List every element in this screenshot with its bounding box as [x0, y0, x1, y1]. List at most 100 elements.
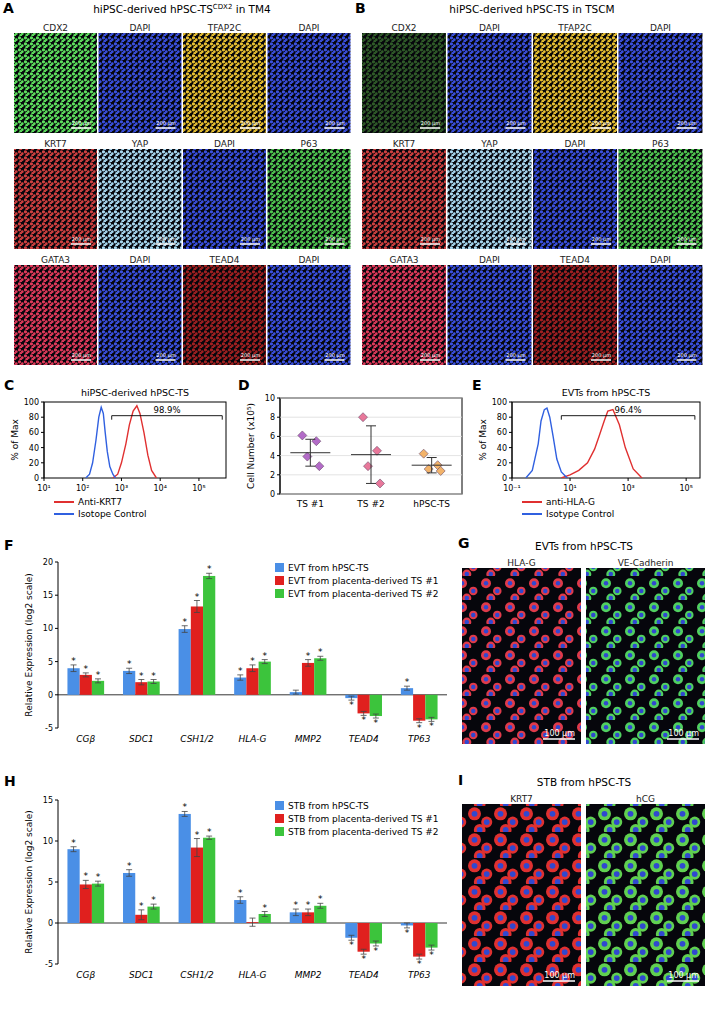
legend-label: anti-HLA-G [546, 497, 595, 507]
y-tick [277, 474, 280, 475]
stain-label: TEAD4 [559, 255, 590, 265]
x-tick-label: TS #1 [296, 499, 324, 509]
bar [80, 675, 92, 695]
stain-label: CDX2 [391, 23, 416, 33]
histogram-curve [561, 410, 642, 478]
scale-bar-label: 200 µm [592, 352, 611, 359]
bar [370, 923, 382, 944]
significance-mark: * [262, 903, 267, 913]
bar [67, 668, 79, 695]
scale-bar [156, 127, 176, 129]
stain-label: YAP [480, 139, 498, 149]
panel-letter: G [458, 535, 470, 551]
significance-mark: * [429, 950, 434, 960]
scale-bar [325, 359, 345, 361]
x-tick-label: TEAD4 [349, 970, 379, 980]
micrograph [586, 568, 705, 744]
micrograph [462, 804, 581, 986]
plot-frame [280, 398, 462, 494]
scale-bar [325, 243, 345, 245]
x-tick-label: CSH1/2 [180, 734, 214, 744]
micrograph [462, 568, 581, 744]
bar [413, 695, 425, 721]
data-point [298, 431, 307, 440]
y-tick [41, 402, 44, 403]
data-point [436, 466, 445, 475]
significance-mark: * [374, 946, 379, 956]
panel-title: EVTs from hPSC-TS [535, 540, 633, 552]
y-tick-label: 10 [43, 837, 53, 846]
plot-area [67, 573, 437, 722]
legend-label: STB from hPSC-TS [288, 801, 369, 811]
stain-label: TEAD4 [209, 255, 240, 265]
x-tick-label: TP63 [408, 970, 431, 980]
y-tick-label: 10 [43, 624, 53, 633]
panel-title: STB from hPSC-TS [537, 776, 632, 788]
x-tick-label: 10³ [621, 484, 634, 493]
significance-mark: * [262, 651, 267, 661]
y-tick [55, 728, 58, 729]
micrograph [268, 149, 351, 249]
x-tick [686, 478, 687, 481]
panel-letter: F [4, 537, 14, 553]
significance-mark: * [417, 959, 422, 969]
scale-bar-label: 200 µm [677, 120, 696, 127]
scale-bar-label: 200 µm [156, 120, 175, 127]
bar [123, 873, 135, 923]
plot-area [526, 408, 695, 478]
x-tick-label: MMP2 [295, 970, 322, 980]
y-tick [509, 462, 512, 463]
significance-mark: * [374, 718, 379, 728]
significance-mark: * [195, 830, 200, 840]
x-tick [628, 478, 629, 481]
y-tick-label: 60 [497, 428, 507, 437]
scale-bar-label: 100 µm [668, 729, 699, 738]
scale-bar [591, 243, 611, 245]
bar [191, 848, 203, 923]
scale-bar-label: 200 µm [72, 120, 91, 127]
panel-letter: C [4, 377, 14, 393]
y-tick-label: 100 [492, 398, 507, 407]
legend-label: EVT from placenta-derived TS #2 [288, 589, 438, 599]
scale-bar-label: 200 µm [677, 352, 696, 359]
micrograph [362, 265, 446, 365]
bar [191, 606, 203, 694]
micrograph [268, 33, 351, 133]
sd-bar [366, 426, 376, 484]
scale-bar-label: 200 µm [156, 236, 175, 243]
stain-label: DAPI [479, 23, 500, 33]
significance-mark: * [361, 715, 366, 725]
y-tick-label: 40 [497, 444, 507, 453]
y-tick [41, 432, 44, 433]
legend-swatch [275, 576, 284, 585]
legend-swatch [275, 563, 284, 572]
stain-label: KRT7 [44, 139, 67, 149]
x-tick-label: SDC1 [129, 970, 154, 980]
significance-mark: * [139, 671, 144, 681]
bar [123, 671, 135, 695]
error-bar [293, 690, 299, 694]
y-tick-label: 80 [29, 413, 39, 422]
scale-bar-label: 200 µm [506, 120, 525, 127]
micrograph [14, 149, 97, 249]
micrograph [619, 33, 703, 133]
panel-letter: I [458, 772, 463, 788]
y-tick-label: -5 [45, 960, 53, 969]
micrograph [533, 33, 617, 133]
x-tick-label: 10⁴ [154, 484, 167, 493]
significance-mark: * [294, 900, 299, 910]
scale-bar-label: 200 µm [325, 352, 344, 359]
y-tick-label: 0 [48, 919, 53, 928]
significance-mark: * [195, 592, 200, 602]
stain-label: GATA3 [389, 255, 418, 265]
x-tick-label: 10² [76, 484, 89, 493]
x-tick [512, 478, 513, 481]
significance-mark: * [250, 656, 255, 666]
significance-mark: * [151, 895, 156, 905]
bar [259, 662, 271, 695]
significance-mark: * [349, 700, 354, 710]
scale-bar-label: 100 µm [544, 729, 575, 738]
scale-bar [420, 127, 440, 129]
scale-bar [677, 243, 697, 245]
scale-bar [506, 127, 526, 129]
